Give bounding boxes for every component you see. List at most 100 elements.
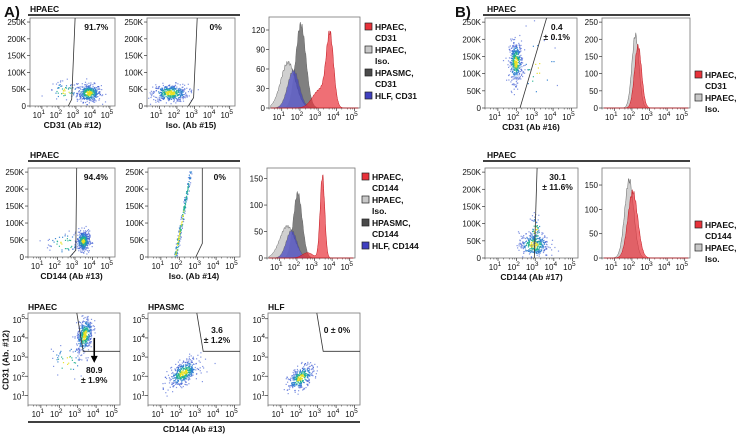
scatter-point	[176, 255, 178, 257]
scatter-point	[91, 91, 93, 93]
scatter-point	[188, 183, 190, 185]
scatter-point	[87, 339, 90, 341]
legend-swatch	[361, 172, 370, 181]
scatter-point	[511, 53, 513, 55]
legend-swatch	[364, 22, 373, 31]
scatter-point	[531, 245, 533, 247]
scatter-point	[77, 241, 79, 243]
scatter-point	[82, 233, 84, 235]
scatter-point	[77, 352, 79, 354]
scatter-point	[538, 231, 540, 234]
scatter-point	[296, 375, 298, 377]
scatter-point	[182, 97, 184, 99]
x-tick-label: 103	[640, 111, 653, 122]
x-tick-label: 104	[658, 261, 671, 272]
scatter-point	[85, 330, 87, 332]
scatter-point	[55, 83, 58, 85]
scatter-point	[190, 367, 192, 369]
scatter-point	[296, 371, 298, 373]
scatter-point	[180, 377, 182, 379]
scatter-point	[77, 334, 80, 336]
scatter-point	[161, 97, 163, 99]
scatter-point	[64, 90, 66, 92]
scatter-point	[168, 90, 170, 92]
scatter-point	[80, 332, 82, 334]
scatter-point	[166, 92, 168, 94]
scatter-point	[173, 90, 175, 92]
scatter-point	[296, 373, 298, 375]
scatter-point	[95, 100, 97, 102]
scatter-point	[543, 242, 545, 244]
scatter-point	[77, 247, 79, 250]
scatter-point	[536, 72, 538, 74]
scatter-point	[179, 377, 181, 379]
y-tick-label: 200K	[125, 185, 144, 194]
scatter-point	[85, 90, 87, 92]
scatter-point	[307, 385, 309, 387]
scatter-point	[149, 92, 151, 94]
x-tick-label: 102	[170, 260, 183, 271]
scatter-point	[162, 96, 164, 98]
scatter-point	[545, 254, 548, 256]
legend-label: HPAEC,	[375, 22, 407, 32]
scatter-point	[83, 246, 85, 248]
scatter-point	[90, 89, 92, 91]
scatter-point	[89, 335, 91, 338]
scatter-point	[86, 244, 88, 246]
gate-percentage: 0.4	[551, 22, 563, 32]
scatter-point	[295, 375, 297, 377]
scatter-point	[297, 379, 299, 381]
scatter-point	[153, 99, 155, 101]
scatter-point	[190, 361, 192, 363]
scatter-point	[190, 369, 192, 371]
scatter-point	[508, 74, 510, 76]
scatter-point	[85, 335, 87, 337]
scatter-point	[88, 251, 90, 253]
scatter-point	[89, 236, 91, 238]
scatter-point	[98, 92, 100, 94]
scatter-point	[92, 84, 94, 86]
scatter-point	[527, 238, 529, 240]
scatter-point	[302, 380, 304, 382]
scatter-point	[84, 84, 86, 86]
scatter-point	[522, 245, 524, 247]
scatter-point	[87, 232, 89, 234]
scatter-point	[83, 240, 85, 243]
scatter-point	[304, 373, 306, 375]
scatter-point	[152, 90, 154, 93]
scatter-point	[84, 339, 86, 341]
scatter-point	[539, 238, 541, 240]
scatter-point	[102, 94, 104, 96]
scatter-point	[528, 241, 530, 243]
scatter-point	[78, 245, 80, 247]
scatter-point	[57, 92, 59, 94]
scatter-point	[57, 81, 59, 84]
scatter-point	[88, 331, 90, 333]
scatter-point	[93, 97, 95, 100]
scatter-point	[165, 92, 167, 94]
scatter-point	[184, 202, 187, 204]
x-tick-label: 105	[675, 111, 688, 122]
scatter-point	[85, 225, 87, 228]
y-tick-label: 0	[259, 254, 264, 263]
scatter-point	[183, 94, 185, 96]
scatter-point	[174, 377, 176, 379]
scatter-point	[535, 226, 537, 228]
scatter-point	[295, 376, 297, 378]
scatter-point	[87, 96, 89, 98]
scatter-point	[513, 72, 515, 74]
scatter-point	[187, 379, 190, 381]
scatter-point	[69, 355, 71, 358]
scatter-point	[535, 242, 537, 244]
scatter-point	[160, 95, 162, 97]
scatter-point	[85, 240, 87, 242]
scatter-point	[83, 227, 85, 229]
scatter-point	[519, 243, 522, 245]
scatter-point	[513, 73, 516, 75]
scatter-point	[82, 89, 84, 91]
scatter-point	[76, 94, 78, 96]
scatter-point	[182, 370, 184, 372]
scatter-point	[98, 86, 100, 88]
scatter-point	[91, 242, 93, 244]
scatter-point	[156, 96, 158, 99]
